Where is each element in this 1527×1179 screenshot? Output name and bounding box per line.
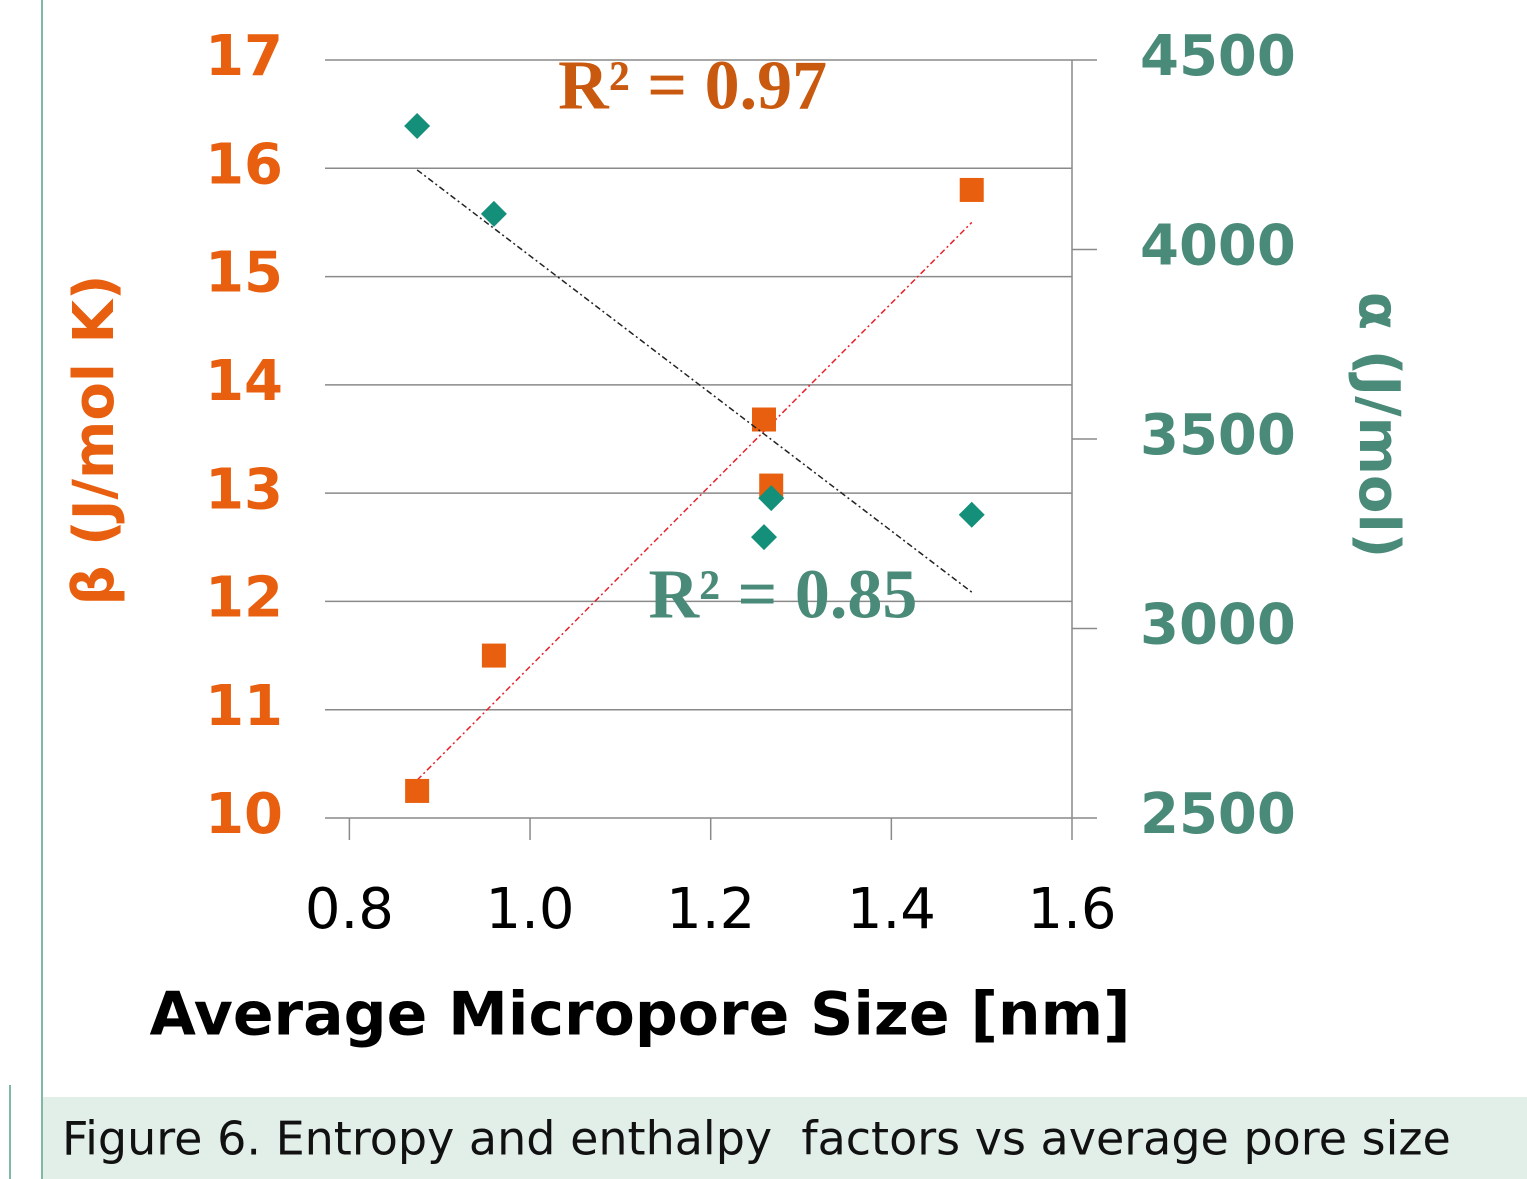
- point: [481, 643, 506, 668]
- y-tick-label: 10: [205, 782, 283, 847]
- y-tick-label: 17: [205, 24, 283, 89]
- trend-line: [416, 169, 973, 593]
- y-tick-label: 14: [205, 349, 283, 414]
- point: [758, 485, 785, 512]
- y2-tick-label: 3000: [1140, 593, 1296, 658]
- y2-tick-label: 4000: [1140, 214, 1296, 279]
- y-tick-label: 11: [205, 674, 283, 739]
- annotation: R² = 0.85: [648, 556, 917, 633]
- x-tick-label: 1.6: [1027, 877, 1116, 942]
- point: [750, 524, 777, 551]
- point: [959, 177, 984, 202]
- y-tick-label: 13: [205, 457, 283, 522]
- trend-line: [416, 221, 973, 781]
- y2-tick-label: 3500: [1140, 403, 1296, 468]
- y2-tick-label: 4500: [1140, 24, 1296, 89]
- y-tick-label: 16: [205, 132, 283, 197]
- point: [404, 112, 431, 139]
- x-tick-label: 1.0: [486, 877, 575, 942]
- x-tick-label: 1.2: [666, 877, 755, 942]
- caption-band: [43, 1097, 1527, 1179]
- y-tick-label: 15: [205, 241, 283, 306]
- annotation: R² = 0.97: [558, 48, 827, 125]
- x-axis-label: Average Micropore Size [nm]: [149, 980, 1130, 1050]
- caption: Figure 6. Entropy and enthalpy factors v…: [62, 1112, 1451, 1166]
- y-tick-label: 12: [205, 566, 283, 631]
- point: [480, 200, 507, 227]
- x-tick-label: 0.8: [305, 877, 394, 942]
- y-axis-label: β (J/mol K): [62, 275, 127, 606]
- x-tick-label: 1.4: [847, 877, 936, 942]
- point: [958, 501, 985, 528]
- point: [405, 778, 430, 803]
- y2-axis-label: α (J/mol): [1346, 292, 1411, 558]
- y2-tick-label: 2500: [1140, 782, 1296, 847]
